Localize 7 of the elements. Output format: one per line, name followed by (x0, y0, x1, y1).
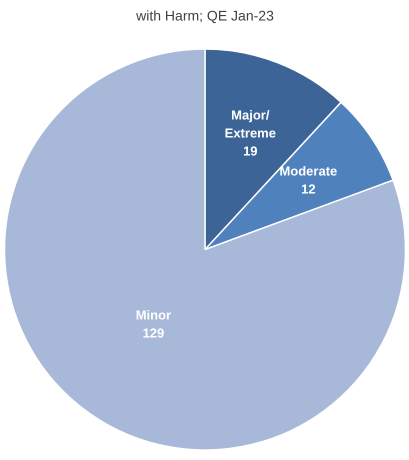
data-label: 19 (243, 144, 258, 159)
slice-label: Minor (136, 307, 172, 322)
data-label: 12 (301, 182, 316, 197)
slice-label: Major/ Extreme (224, 108, 276, 141)
chart-title: with Harm; QE Jan-23 (135, 8, 274, 24)
slice-label: Moderate (279, 164, 338, 179)
data-label: 129 (142, 325, 164, 340)
